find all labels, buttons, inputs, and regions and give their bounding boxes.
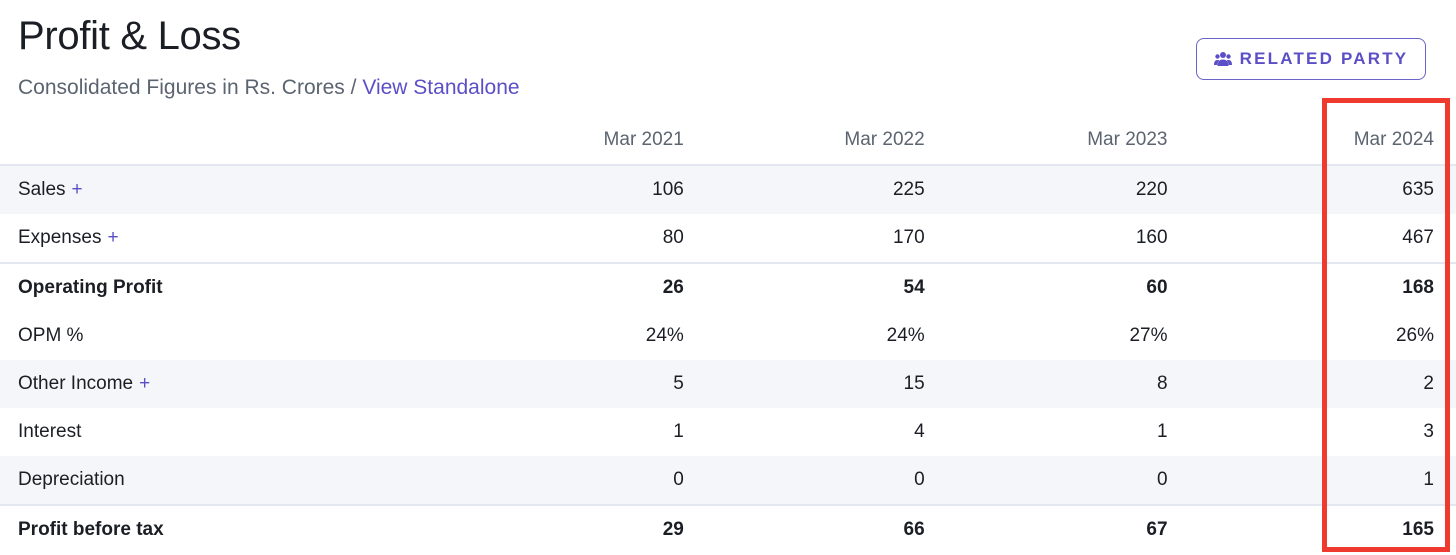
related-party-label: RELATED PARTY xyxy=(1239,49,1409,68)
row-label: Profit before tax xyxy=(0,504,447,554)
page-subtitle: Consolidated Figures in Rs. Crores / Vie… xyxy=(18,76,520,100)
expand-plus-icon[interactable]: + xyxy=(71,179,83,200)
page-title: Profit & Loss xyxy=(18,14,241,58)
table-header-row: Mar 2021 Mar 2022 Mar 2023 Mar 2024 xyxy=(0,116,1456,166)
profit-loss-table: Mar 2021 Mar 2022 Mar 2023 Mar 2024 Sale… xyxy=(0,116,1456,554)
table-cell: 24% xyxy=(645,325,684,346)
expand-plus-icon[interactable]: + xyxy=(139,373,151,394)
table-cell: 106 xyxy=(446,165,684,214)
table-row-interest: Interest 1 4 1 3 xyxy=(0,408,1456,456)
column-header-mar-2021: Mar 2021 xyxy=(446,116,684,166)
table-cell: 165 xyxy=(1167,504,1456,554)
table-cell: 0 xyxy=(683,456,925,505)
table-cell: 66 xyxy=(683,504,925,554)
column-header-mar-2023: Mar 2023 xyxy=(924,116,1168,166)
row-label-text: Sales xyxy=(18,179,66,200)
column-header-label xyxy=(0,116,447,166)
row-label-text: Expenses xyxy=(18,227,102,248)
subtitle-text: Consolidated Figures in Rs. Crores / xyxy=(18,76,357,99)
table-cell: 1 xyxy=(1156,421,1168,442)
row-label[interactable]: Other Income + xyxy=(0,360,447,408)
column-header-mar-2024: Mar 2024 xyxy=(1167,116,1456,166)
table-cell: 67 xyxy=(924,504,1168,554)
table-row-operating-profit: Operating Profit 26 54 60 168 xyxy=(0,262,1456,312)
expand-plus-icon[interactable]: + xyxy=(107,227,119,248)
table-cell: 1 xyxy=(1167,456,1456,505)
table-row-expenses[interactable]: Expenses + 80 170 160 467 xyxy=(0,214,1456,263)
table-cell: 27% xyxy=(1129,325,1168,346)
table-row-depreciation: Depreciation 0 0 0 1 xyxy=(0,456,1456,505)
table-cell: 467 xyxy=(1402,227,1434,248)
view-standalone-link[interactable]: View Standalone xyxy=(362,76,520,99)
table-cell: 2 xyxy=(1167,360,1456,408)
table-cell: 5 xyxy=(446,360,684,408)
table-row-profit-before-tax: Profit before tax 29 66 67 165 xyxy=(0,504,1456,554)
row-label[interactable]: Expenses + xyxy=(0,214,447,263)
table-cell: 26 xyxy=(446,262,684,312)
table-cell: 54 xyxy=(683,262,925,312)
row-label: Interest xyxy=(18,421,82,442)
table-cell: 168 xyxy=(1167,262,1456,312)
table-cell: 4 xyxy=(914,421,925,442)
table-cell: 3 xyxy=(1423,421,1434,442)
row-label: Depreciation xyxy=(0,456,447,505)
table-row-opm: OPM % 24% 24% 27% 26% xyxy=(0,312,1456,360)
table-cell: 220 xyxy=(924,165,1168,214)
table-cell: 29 xyxy=(446,504,684,554)
related-party-button[interactable]: RELATED PARTY xyxy=(1196,38,1426,80)
table-row-sales[interactable]: Sales + 106 225 220 635 xyxy=(0,165,1456,214)
table-cell: 160 xyxy=(1135,227,1168,248)
table-cell: 60 xyxy=(924,262,1168,312)
row-label: Operating Profit xyxy=(0,262,447,312)
row-label: OPM % xyxy=(18,325,84,346)
column-header-mar-2022: Mar 2022 xyxy=(683,116,925,166)
table-cell: 225 xyxy=(683,165,925,214)
table-cell: 635 xyxy=(1167,165,1456,214)
table-cell: 24% xyxy=(886,325,925,346)
table-cell: 170 xyxy=(892,227,925,248)
table-row-other-income[interactable]: Other Income + 5 15 8 2 xyxy=(0,360,1456,408)
table-cell: 8 xyxy=(924,360,1168,408)
table-cell: 80 xyxy=(662,227,684,248)
table-cell: 0 xyxy=(924,456,1168,505)
table-cell: 1 xyxy=(673,421,684,442)
row-label-text: Other Income xyxy=(18,373,134,394)
users-icon xyxy=(1213,51,1232,67)
table-cell: 26% xyxy=(1395,325,1434,346)
row-label[interactable]: Sales + xyxy=(0,165,447,214)
table-cell: 15 xyxy=(683,360,925,408)
table-cell: 0 xyxy=(446,456,684,505)
